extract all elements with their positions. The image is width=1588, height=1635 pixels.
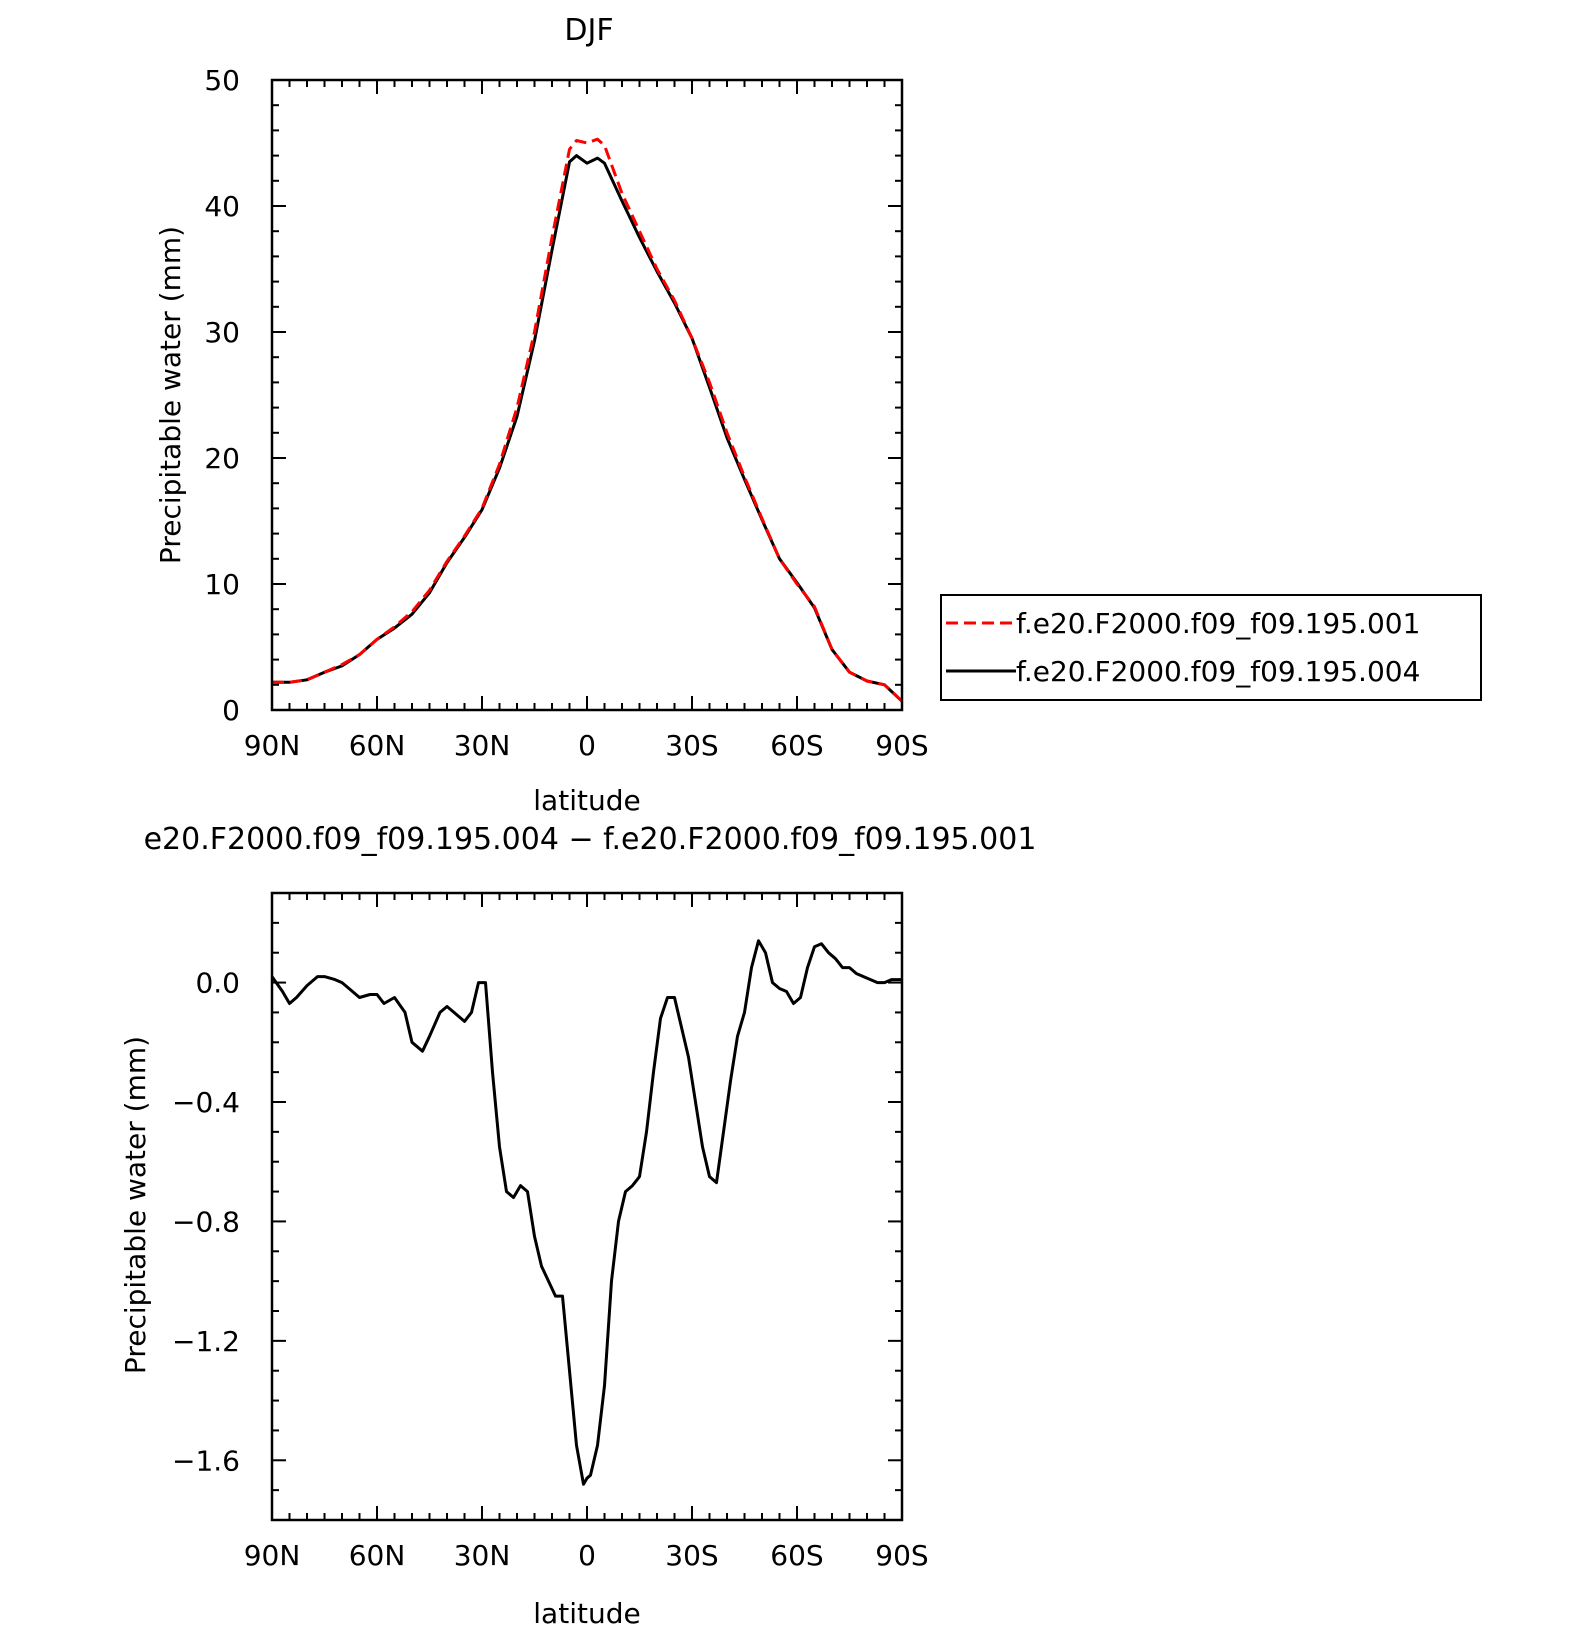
top-chart-title: DJF [564,13,613,48]
top-series-line-1 [272,137,904,703]
top-x-tick-label: 90N [244,729,301,762]
top-x-tick-label: 60N [349,729,406,762]
legend-box [940,594,1482,701]
bottom-y-axis-label: Precipitable water (mm) [119,1036,152,1374]
top-y-tick-label: 20 [204,442,240,475]
bottom-series [270,939,902,1486]
bottom-y-tick-label: −0.4 [172,1086,240,1119]
top-y-tick-label: 50 [204,64,240,97]
bottom-x-tick-label: 90N [244,1539,301,1572]
legend-label-run001: f.e20.F2000.f09_f09.195.001 [1016,607,1420,640]
top-x-axis-label: latitude [533,784,640,817]
top-series [272,137,904,703]
bottom-series-line-1 [270,939,902,1486]
bottom-plot-frame [270,891,904,1522]
bottom-x-tick-label: 90S [875,1539,928,1572]
bottom-x-tick-label: 30S [665,1539,718,1572]
top-x-tick-label: 30S [665,729,718,762]
top-y-tick-label: 30 [204,316,240,349]
top-x-tick-label: 0 [578,729,596,762]
bottom-y-tick-label: −1.6 [172,1444,240,1477]
top-series-line-2 [272,154,904,703]
bottom-y-tick-label: −0.8 [172,1205,240,1238]
bottom-x-tick-label: 60N [349,1539,406,1572]
legend: f.e20.F2000.f09_f09.195.001 f.e20.F2000.… [940,594,1482,701]
bottom-x-tick-label: 0 [578,1539,596,1572]
bottom-panel: e20.F2000.f09_f09.195.004 − f.e20.F2000.… [119,822,1036,1630]
top-y-tick-label: 40 [204,190,240,223]
top-y-axis-label: Precipitable water (mm) [154,226,187,564]
top-panel: DJF 90N 60N 30N 0 30S 60S 90S 0 10 20 30 40 50 latit… [154,13,1482,817]
bottom-x-tick-label: 30N [454,1539,511,1572]
legend-label-run004: f.e20.F2000.f09_f09.195.004 [1016,655,1420,688]
top-y-tick-label: 0 [222,694,240,727]
bottom-ticks: 90N 60N 30N 0 30S 60S 90S 0.0 −0.4 −0.8 −1.2 −1.6 [172,892,929,1572]
bottom-y-tick-label: −1.2 [172,1325,240,1358]
top-ticks: 90N 60N 30N 0 30S 60S 90S 0 10 20 30 40 50 [204,64,928,762]
bottom-x-axis-label: latitude [533,1597,640,1630]
top-x-tick-label: 30N [454,729,511,762]
top-y-tick-label: 10 [204,568,240,601]
top-plot-frame [270,78,904,712]
bottom-y-tick-label: 0.0 [195,967,240,1000]
top-x-tick-label: 90S [875,729,928,762]
bottom-chart-title: e20.F2000.f09_f09.195.004 − f.e20.F2000.… [144,822,1037,857]
top-x-tick-label: 60S [770,729,823,762]
bottom-x-tick-label: 60S [770,1539,823,1572]
